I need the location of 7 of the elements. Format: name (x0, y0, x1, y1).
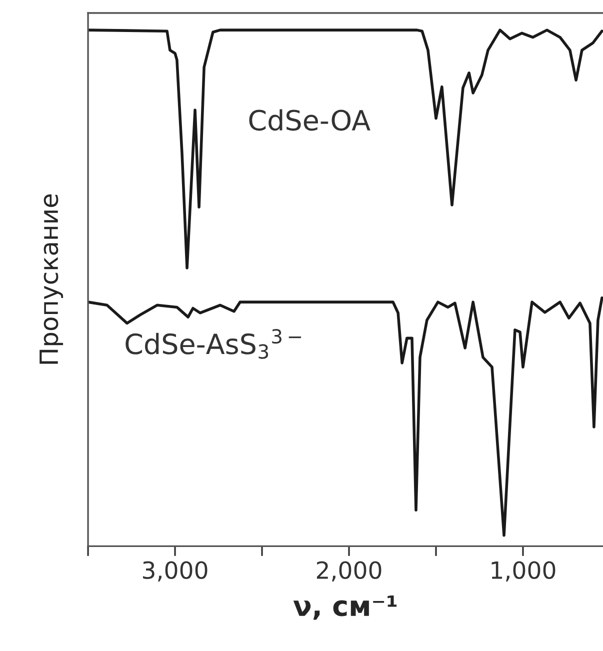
series-label: CdSe-OA (249, 109, 370, 131)
y-axis-title: Пропускание (40, 194, 64, 364)
x-tick-label: 1,000 (492, 561, 556, 582)
x-axis-title: ν, см⁻¹ (293, 595, 397, 620)
series-label: CdSe-AsS$_{3}$$^{3−}$ (126, 328, 302, 359)
x-tick-label: 3,000 (143, 561, 208, 582)
x-tick-label: 2,000 (316, 561, 382, 582)
